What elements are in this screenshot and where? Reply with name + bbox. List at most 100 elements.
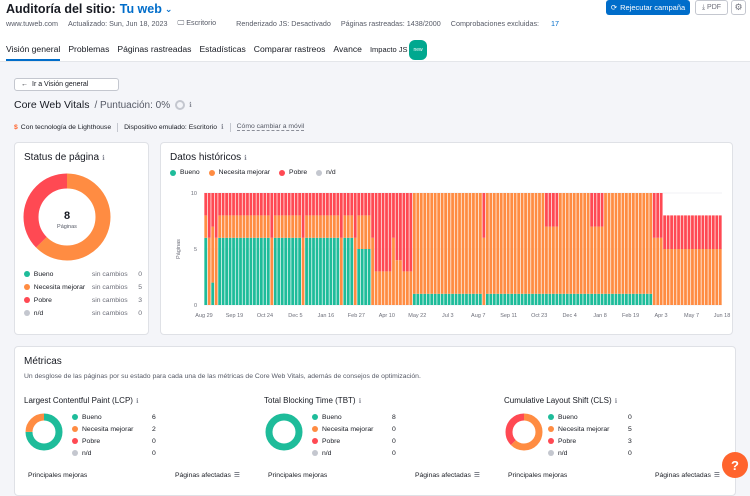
bar-poor[interactable] xyxy=(399,193,402,261)
bar-needs[interactable] xyxy=(590,226,594,294)
bar-poor[interactable] xyxy=(259,193,263,216)
help-button[interactable]: ? xyxy=(722,452,748,478)
bar-good[interactable] xyxy=(433,293,437,305)
bar-poor[interactable] xyxy=(308,193,312,216)
lcp-row-poor[interactable]: Pobre 0 xyxy=(72,436,156,446)
bar-needs[interactable] xyxy=(353,237,357,305)
bar-good[interactable] xyxy=(312,237,315,305)
bar-good[interactable] xyxy=(249,237,253,305)
bar-poor[interactable] xyxy=(670,215,673,249)
bar-good[interactable] xyxy=(631,293,635,305)
bar-needs[interactable] xyxy=(524,193,527,294)
status-donut-slice-2[interactable] xyxy=(23,173,111,261)
bar-good[interactable] xyxy=(586,293,590,305)
bar-good[interactable] xyxy=(628,293,632,305)
bar-poor[interactable] xyxy=(666,215,670,249)
metric-2-donut-slice-2[interactable] xyxy=(505,413,543,451)
bar-good[interactable] xyxy=(447,293,451,305)
bar-poor[interactable] xyxy=(298,193,301,216)
bar-needs[interactable] xyxy=(687,249,691,305)
bar-poor[interactable] xyxy=(395,193,399,261)
bar-needs[interactable] xyxy=(708,249,712,305)
bar-needs[interactable] xyxy=(284,215,288,238)
bar-poor[interactable] xyxy=(305,193,308,216)
bar-good[interactable] xyxy=(263,237,267,305)
tab-overview[interactable]: Visión general xyxy=(6,40,61,61)
bar-needs[interactable] xyxy=(673,249,677,305)
bar-good[interactable] xyxy=(287,237,291,305)
bar-poor[interactable] xyxy=(339,193,343,238)
bar-poor[interactable] xyxy=(322,193,326,216)
bar-good[interactable] xyxy=(562,293,566,305)
bar-poor[interactable] xyxy=(256,193,260,216)
bar-good[interactable] xyxy=(604,293,607,305)
bar-good[interactable] xyxy=(332,237,336,305)
bar-needs[interactable] xyxy=(256,215,260,238)
bar-good[interactable] xyxy=(266,237,270,305)
bar-poor[interactable] xyxy=(551,193,555,227)
bar-needs[interactable] xyxy=(392,237,395,305)
bar-good[interactable] xyxy=(259,237,263,305)
bar-needs[interactable] xyxy=(291,215,295,238)
bar-needs[interactable] xyxy=(496,193,500,294)
bar-good[interactable] xyxy=(593,293,597,305)
bar-good[interactable] xyxy=(576,293,580,305)
bar-good[interactable] xyxy=(527,293,531,305)
bar-good[interactable] xyxy=(513,293,517,305)
bar-needs[interactable] xyxy=(659,237,663,305)
bar-needs[interactable] xyxy=(287,215,291,238)
bar-good[interactable] xyxy=(364,249,368,305)
bar-needs[interactable] xyxy=(315,215,319,238)
bar-needs[interactable] xyxy=(388,271,392,305)
bar-poor[interactable] xyxy=(242,193,246,216)
table-col-affected-pages[interactable]: Páginas afectadas ☰ xyxy=(175,471,240,479)
bar-good[interactable] xyxy=(531,293,534,305)
bar-good[interactable] xyxy=(558,293,562,305)
bar-needs[interactable] xyxy=(635,193,639,294)
bar-poor[interactable] xyxy=(357,193,361,216)
bar-good[interactable] xyxy=(597,293,600,305)
settings-button[interactable]: ⚙ xyxy=(731,0,746,15)
bar-good[interactable] xyxy=(496,293,500,305)
bar-poor[interactable] xyxy=(353,193,357,238)
lcp-row-needs-improvement[interactable]: Necesita mejorar 2 xyxy=(72,424,156,434)
bar-good[interactable] xyxy=(350,237,354,305)
bar-good[interactable] xyxy=(228,237,232,305)
bar-needs[interactable] xyxy=(308,215,312,238)
bar-needs[interactable] xyxy=(405,271,409,305)
bar-needs[interactable] xyxy=(562,193,566,294)
bar-needs[interactable] xyxy=(259,215,263,238)
bar-needs[interactable] xyxy=(232,215,235,238)
bar-needs[interactable] xyxy=(649,193,653,294)
bar-needs[interactable] xyxy=(597,226,600,294)
bar-good[interactable] xyxy=(569,293,573,305)
bar-good[interactable] xyxy=(367,249,371,305)
bar-good[interactable] xyxy=(253,237,256,305)
tab-js-impact[interactable]: Impacto JS new xyxy=(370,40,427,60)
bar-good[interactable] xyxy=(618,293,621,305)
bar-needs[interactable] xyxy=(506,193,510,294)
info-icon[interactable]: ℹ xyxy=(358,398,362,405)
bar-poor[interactable] xyxy=(232,193,235,216)
bar-poor[interactable] xyxy=(711,215,715,249)
bar-poor[interactable] xyxy=(294,193,298,216)
bar-needs[interactable] xyxy=(204,215,208,238)
bar-good[interactable] xyxy=(517,293,521,305)
bar-needs[interactable] xyxy=(614,193,618,294)
bar-poor[interactable] xyxy=(663,215,667,249)
bar-good[interactable] xyxy=(503,293,507,305)
bar-good[interactable] xyxy=(239,237,242,305)
bar-needs[interactable] xyxy=(558,193,562,294)
bar-good[interactable] xyxy=(472,293,475,305)
legend-na[interactable]: n/d xyxy=(326,169,336,176)
bar-needs[interactable] xyxy=(475,193,479,294)
table-col-affected-pages[interactable]: Páginas afectadas ☰ xyxy=(655,471,720,479)
bar-good[interactable] xyxy=(534,293,538,305)
bar-needs[interactable] xyxy=(447,193,451,294)
bar-needs[interactable] xyxy=(266,215,270,238)
bar-needs[interactable] xyxy=(412,193,416,294)
bar-poor[interactable] xyxy=(214,193,218,238)
bar-needs[interactable] xyxy=(399,260,402,305)
bar-good[interactable] xyxy=(551,293,555,305)
bar-good[interactable] xyxy=(458,293,461,305)
